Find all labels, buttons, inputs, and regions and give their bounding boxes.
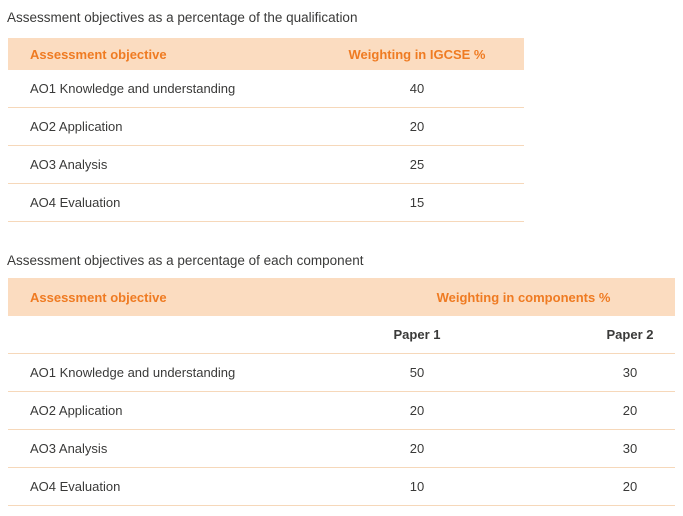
- table-row: AO4 Evaluation 15: [8, 184, 524, 222]
- objective-label: AO4 Evaluation: [30, 195, 121, 210]
- paper1-value: 10: [409, 479, 425, 494]
- table-row: AO3 Analysis 25: [8, 146, 524, 184]
- weighting-value: 20: [409, 119, 425, 134]
- weighting-value: 40: [409, 81, 425, 96]
- table2-subheader-row: Paper 1 Paper 2: [8, 316, 675, 354]
- table-row: AO3 Analysis 20 30: [8, 430, 675, 468]
- table-row: AO1 Knowledge and understanding 40: [8, 70, 524, 108]
- weighting-value: 25: [409, 157, 425, 172]
- table1-header-weighting: Weighting in IGCSE %: [348, 46, 486, 62]
- paper1-value: 20: [409, 403, 425, 418]
- objective-label: AO3 Analysis: [30, 157, 108, 172]
- table1-header-objective: Assessment objective: [30, 46, 167, 62]
- paper2-value: 30: [622, 441, 638, 456]
- table1-header-row: Assessment objective Weighting in IGCSE …: [8, 38, 524, 70]
- objective-label: AO2 Application: [30, 403, 123, 418]
- table2-header-objective: Assessment objective: [30, 289, 167, 305]
- paper1-value: 50: [409, 365, 425, 380]
- paper1-column-header: Paper 1: [393, 327, 441, 342]
- weighting-value: 15: [409, 195, 425, 210]
- objective-label: AO2 Application: [30, 119, 123, 134]
- paper2-value: 20: [622, 403, 638, 418]
- objective-label: AO4 Evaluation: [30, 479, 121, 494]
- objective-label: AO3 Analysis: [30, 441, 108, 456]
- table-row: AO4 Evaluation 10 20: [8, 468, 675, 506]
- table2-header-row: Assessment objective Weighting in compon…: [8, 278, 675, 316]
- paper2-value: 30: [622, 365, 638, 380]
- objective-label: AO1 Knowledge and understanding: [30, 365, 236, 380]
- table-row: AO2 Application 20 20: [8, 392, 675, 430]
- paper2-value: 20: [622, 479, 638, 494]
- component-weighting-table: Assessment objective Weighting in compon…: [8, 278, 675, 506]
- qualification-weighting-table: Assessment objective Weighting in IGCSE …: [8, 38, 524, 222]
- paper2-column-header: Paper 2: [606, 327, 654, 342]
- table2-title: Assessment objectives as a percentage of…: [7, 253, 364, 268]
- objective-label: AO1 Knowledge and understanding: [30, 81, 236, 96]
- table1-title: Assessment objectives as a percentage of…: [7, 10, 358, 25]
- table-row: AO1 Knowledge and understanding 50 30: [8, 354, 675, 392]
- paper1-value: 20: [409, 441, 425, 456]
- table-row: AO2 Application 20: [8, 108, 524, 146]
- table2-header-weighting: Weighting in components %: [436, 289, 611, 305]
